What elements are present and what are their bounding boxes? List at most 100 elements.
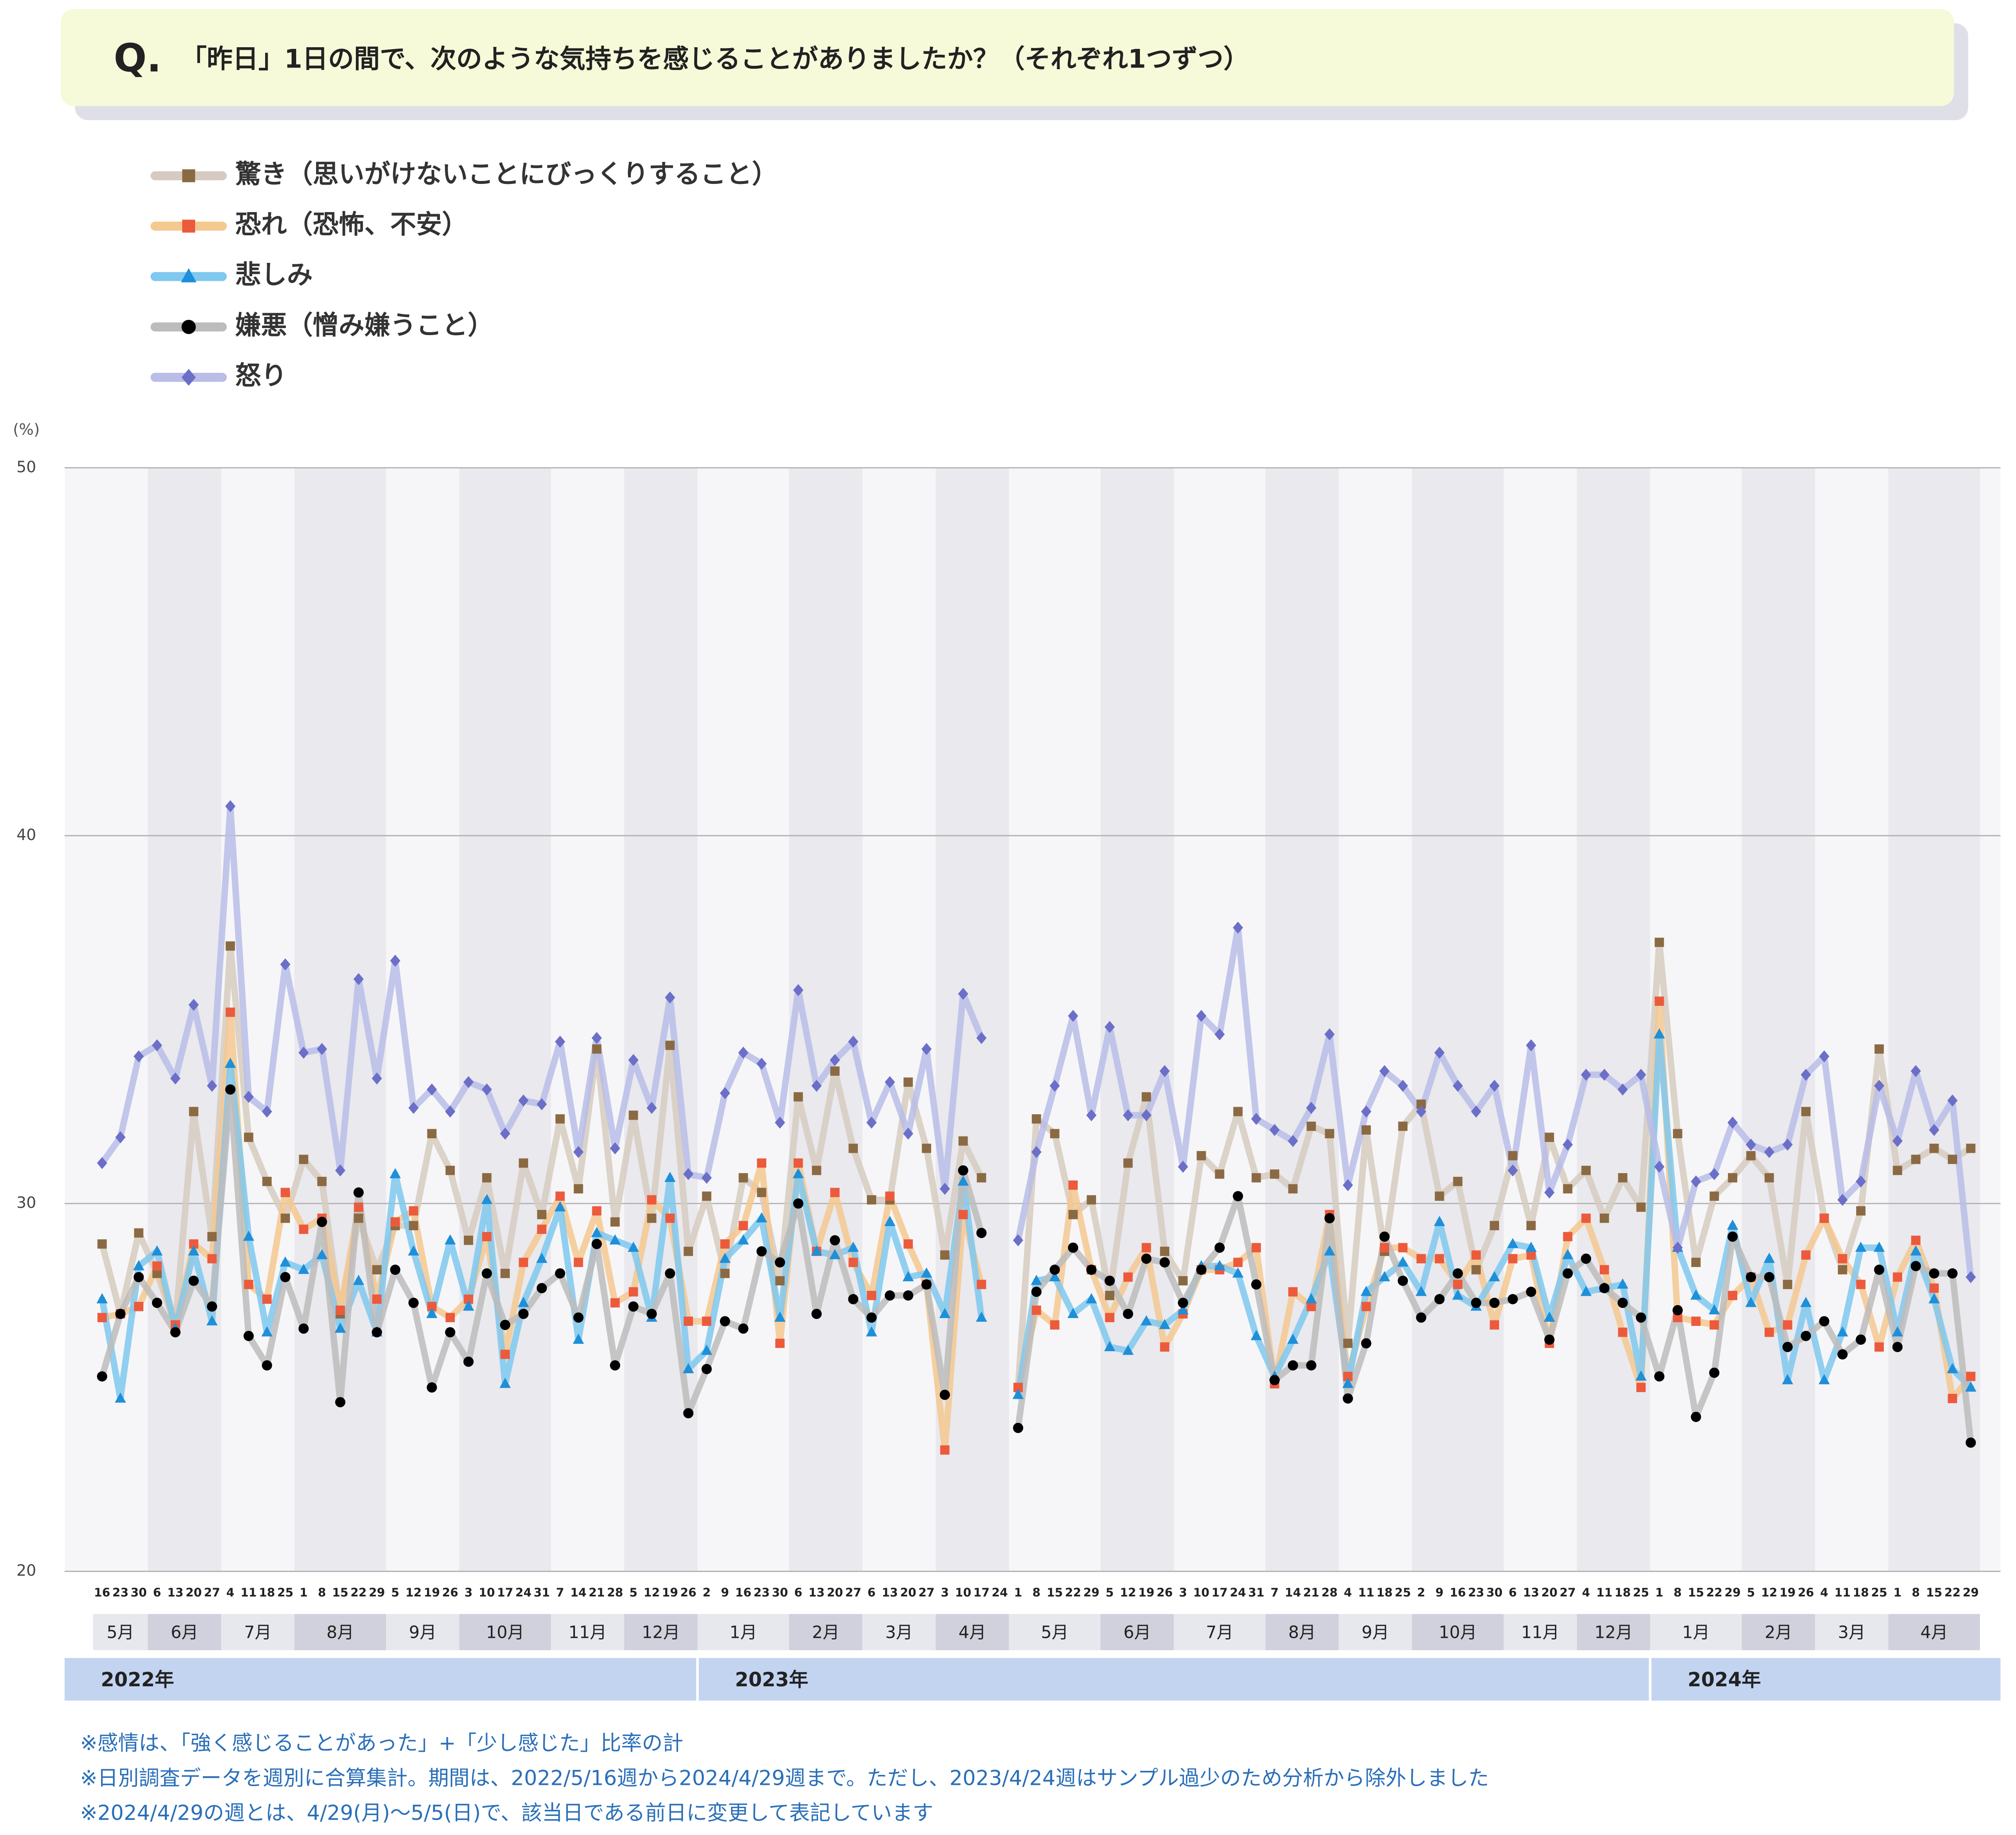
data-point [1525,1241,1537,1252]
data-point [299,1154,309,1164]
data-point [1818,1374,1830,1384]
data-point [445,1313,455,1323]
month-label: 4月 [959,1622,986,1642]
data-point [536,1253,548,1263]
year-cell [64,1658,696,1701]
data-point [1599,1283,1610,1294]
data-point [298,1263,309,1274]
x-tick-label: 30 [1486,1586,1502,1600]
legend-marker [181,320,196,334]
data-point [225,800,236,812]
x-tick-label: 14 [570,1586,587,1600]
data-point [372,1327,382,1338]
data-point [792,1168,804,1178]
x-tick-label: 22 [1944,1586,1960,1600]
data-point [1874,1044,1884,1054]
month-label: 6月 [1123,1622,1151,1642]
month-label: 9月 [409,1622,436,1642]
data-point [958,1165,968,1176]
month-label: 10月 [486,1622,524,1642]
data-point [1947,1363,1958,1374]
data-point [1141,1253,1152,1264]
data-point [207,1232,217,1241]
data-point [574,1184,583,1194]
data-point [445,1327,456,1338]
data-point [811,1309,822,1319]
data-point [353,1275,365,1285]
data-point [1251,1279,1262,1290]
data-point [1508,1254,1518,1263]
month-cell [1815,1614,1888,1650]
data-point [811,1245,822,1256]
month-band [1412,468,1504,1572]
data-point [262,1360,272,1371]
month-cell [1100,1614,1174,1650]
data-point [628,1111,638,1120]
legend-label: 怒り [235,360,287,391]
data-point [1049,1271,1060,1282]
month-label: 4月 [1920,1622,1948,1642]
data-point [317,1176,327,1186]
year-label: 2022年 [101,1669,174,1691]
x-tick-label: 6 [153,1586,161,1600]
x-tick-label: 28 [607,1586,623,1600]
data-point [592,1044,601,1054]
data-point [1122,1345,1134,1355]
data-point [1123,1272,1133,1282]
footnote: ※感情は、「強く感じることがあった」+「少し感じた」比率の計 [80,1731,683,1755]
data-point [1966,1144,1976,1153]
x-tick-label: 5 [391,1586,399,1600]
data-point [537,1224,547,1234]
data-point [1177,1304,1189,1315]
data-point [1398,1079,1408,1092]
data-point [702,1316,712,1326]
data-point [646,1101,657,1114]
data-point [1764,1272,1775,1282]
data-point [1434,1294,1445,1304]
x-tick-label: 13 [1523,1586,1539,1600]
x-tick-label: 28 [1321,1586,1338,1600]
data-point [1765,1173,1774,1183]
data-point [316,1249,328,1259]
data-point [1031,1146,1042,1158]
x-tick-label: 29 [369,1586,385,1600]
x-tick-label: 4 [1820,1586,1828,1600]
data-point [1654,1028,1665,1039]
x-tick-label: 9 [721,1586,729,1600]
month-label: 1月 [1682,1622,1709,1642]
x-tick-label: 23 [753,1586,770,1600]
data-point [500,1350,510,1359]
data-point [316,1043,327,1055]
data-point [1361,1338,1371,1349]
x-tick-label: 16 [1450,1586,1466,1600]
data-point [628,1287,638,1297]
data-point [957,1175,969,1186]
data-point [1690,1289,1702,1300]
data-point [482,1173,492,1183]
data-point [170,1327,181,1338]
data-point [848,1294,859,1304]
data-point [207,1301,217,1312]
data-point [536,1283,547,1294]
data-point [408,1245,419,1256]
x-tick-label: 3 [464,1586,473,1600]
x-tick-label: 23 [112,1586,128,1600]
data-point [1892,1342,1903,1352]
data-point [427,1382,437,1393]
data-point [1269,1124,1280,1136]
data-point [628,1241,639,1252]
data-point [1837,1265,1847,1275]
data-point [299,1224,309,1234]
data-point [1580,1286,1592,1296]
data-point [1031,1114,1041,1124]
data-point [1763,1253,1775,1263]
data-point [1178,1276,1188,1286]
data-point [243,1230,254,1241]
data-point [701,1171,712,1184]
data-point [1782,1374,1793,1384]
data-point [1874,1264,1885,1275]
data-point [280,1272,291,1282]
data-point [152,1039,162,1052]
data-point [811,1079,822,1092]
data-point [1068,1210,1078,1219]
